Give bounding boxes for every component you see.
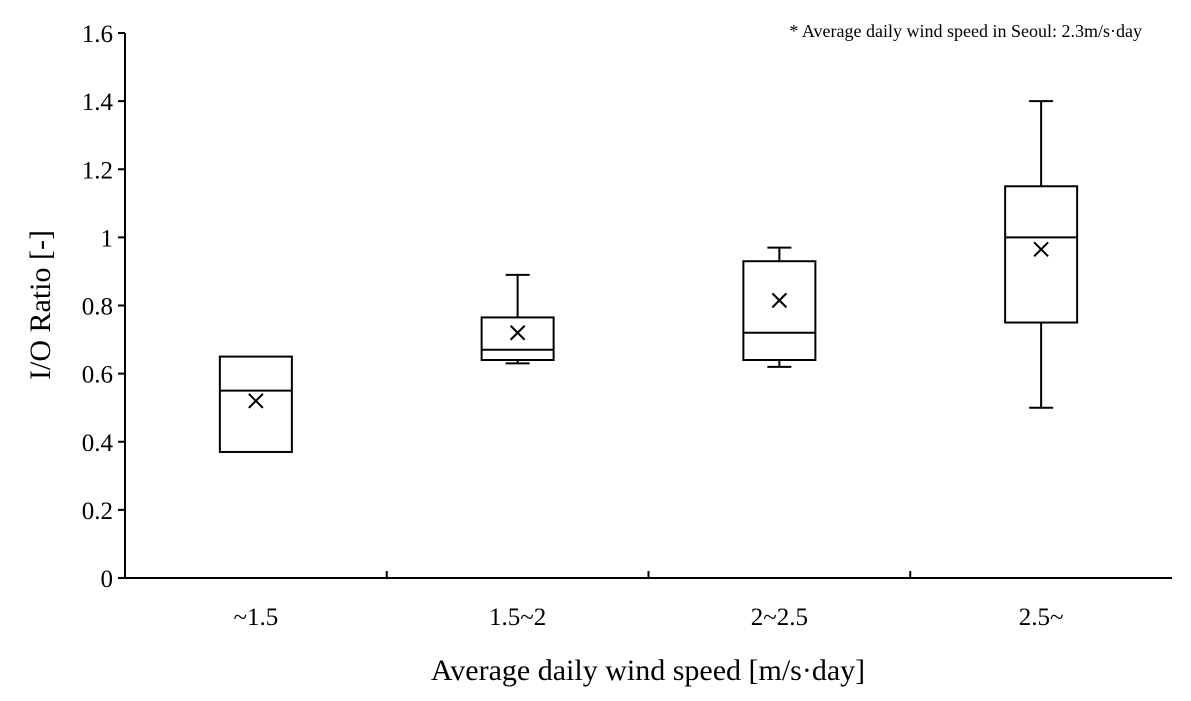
x-tick-label: ~1.5	[233, 604, 278, 631]
y-tick-label: 0	[101, 566, 114, 593]
mean-marker	[771, 292, 788, 309]
y-axis-title: I/O Ratio [-]	[24, 230, 57, 380]
box-group	[1004, 100, 1079, 409]
y-tick-label: 1	[101, 225, 114, 252]
box-group	[742, 246, 817, 368]
y-ticks: 0 0.2 0.4 0.6 0.8 1 1.2 1.4 1.6	[82, 21, 125, 593]
y-tick-label: 1.2	[82, 157, 113, 184]
x-ticks: ~1.5 1.5~2 2~2.5 2.5~	[233, 571, 1064, 631]
wind-speed-annotation: * Average daily wind speed in Seoul: 2.3…	[789, 21, 1142, 41]
boxes	[218, 100, 1079, 453]
iqr-box	[218, 355, 293, 453]
y-tick-label: 0.6	[82, 362, 113, 389]
box-group	[218, 355, 293, 453]
iqr-box	[742, 260, 817, 361]
y-tick-label: 0.2	[82, 498, 113, 525]
y-tick-label: 0.4	[82, 430, 114, 457]
box-group	[480, 273, 555, 365]
x-tick-label: 2~2.5	[751, 604, 808, 631]
mean-marker	[509, 325, 526, 341]
x-tick-label: 2.5~	[1019, 604, 1064, 631]
y-tick-label: 1.6	[82, 21, 113, 48]
y-tick-label: 0.8	[82, 294, 113, 321]
y-tick-label: 1.4	[82, 89, 114, 116]
mean-marker	[248, 393, 264, 409]
x-tick-label: 1.5~2	[489, 604, 546, 631]
x-axis-title: Average daily wind speed [m/s·day]	[431, 654, 865, 687]
iqr-box	[480, 316, 555, 361]
iqr-box	[1004, 185, 1079, 324]
mean-marker	[1033, 241, 1049, 258]
